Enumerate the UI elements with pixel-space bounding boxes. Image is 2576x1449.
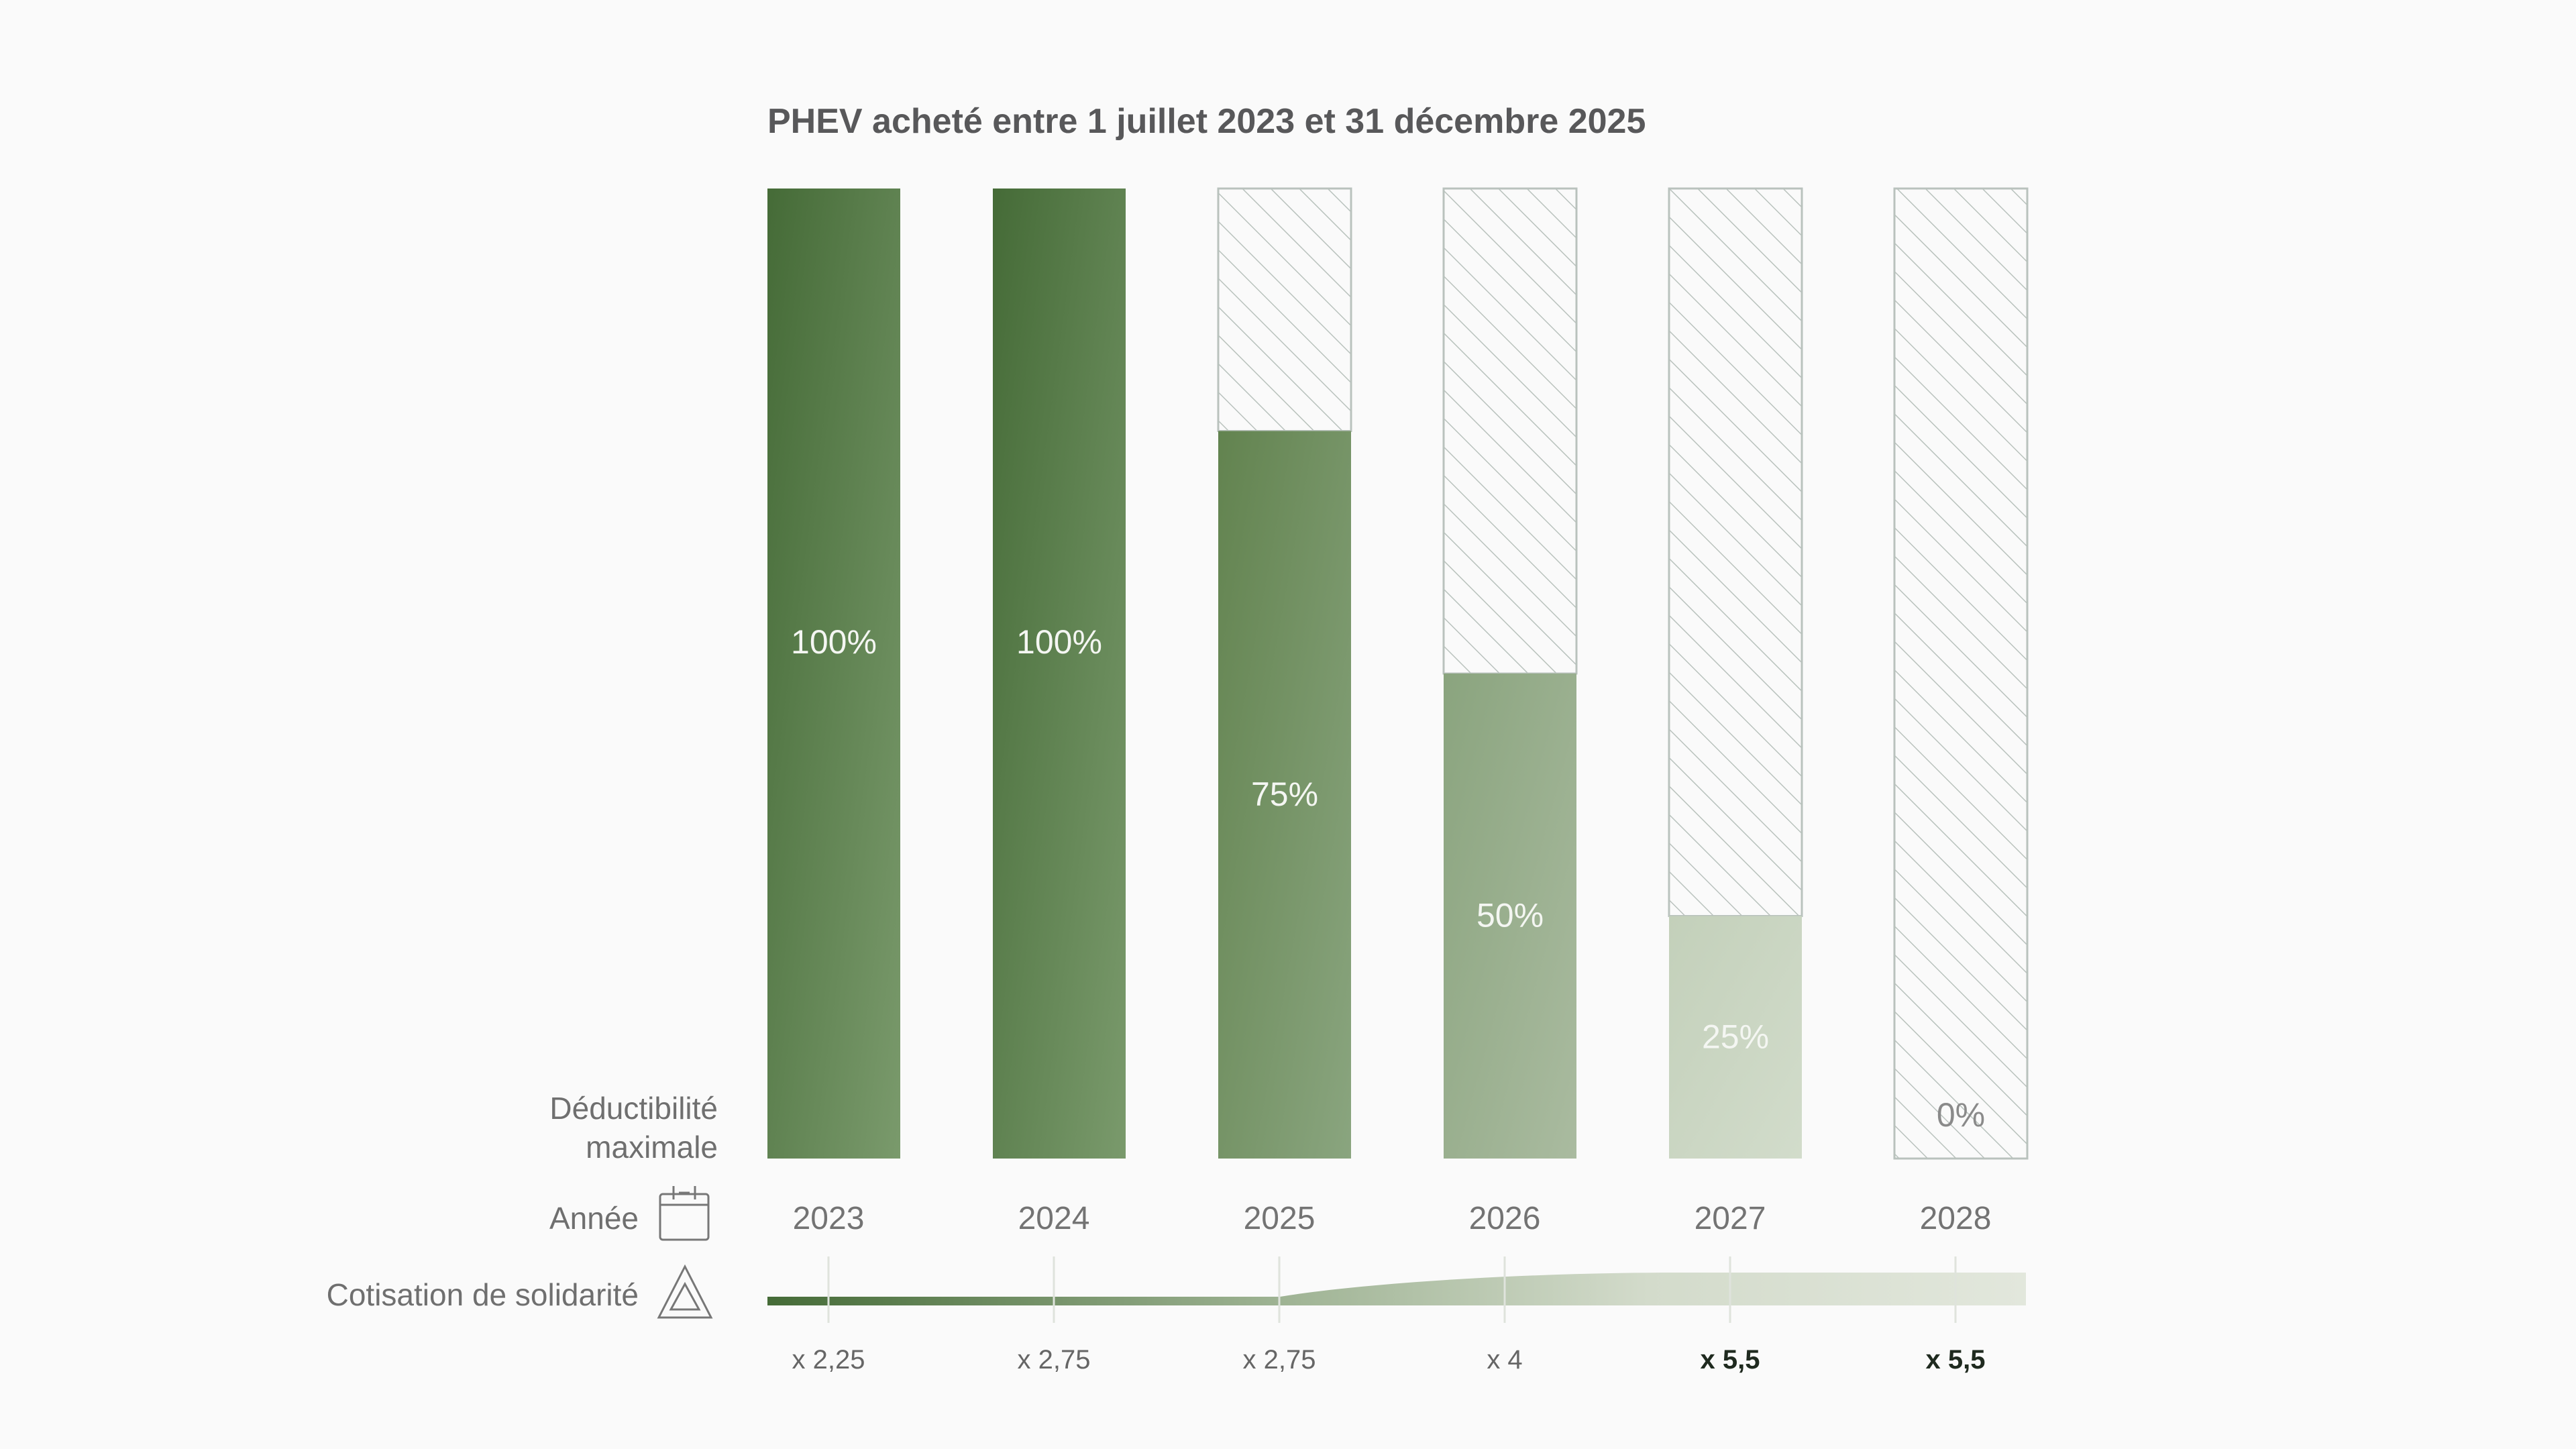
bar-remainder-2025 [1217,187,1352,432]
multiplier-label: x 2,25 [792,1345,865,1375]
bottom-labels: 2023 x 2,25 2024 x 2,75 2025 x 2,75 2026 x 4 202… [792,1201,1992,1375]
chart-title: PHEV acheté entre 1 juillet 2023 et 31 d… [767,102,1646,141]
year-label: 2028 [1920,1201,1992,1236]
bar-value-label: 100% [1016,623,1102,661]
bar-2026 [1444,674,1576,1159]
bar-remainder-2028 [1893,187,2029,1160]
solidarity-band [767,1273,2026,1305]
bar-value-label: 50% [1477,897,1544,934]
deductibility-label-line2: maximale [586,1130,718,1165]
bar-value-label: 75% [1251,775,1318,813]
bar-2027 [1669,916,1802,1159]
multiplier-label: x 5,5 [1926,1345,1986,1375]
bar-remainder-2027 [1668,187,1803,917]
year-label: 2026 [1469,1201,1541,1236]
year-row-label: Année [549,1201,639,1236]
bar-value-label: 25% [1702,1018,1769,1055]
bars: 100% 100% 75% 50% 25% 0% [767,187,2029,1160]
deductibility-label-line1: Déductibilité [549,1091,718,1126]
calendar-icon [659,1186,710,1241]
multiplier-label: x 2,75 [1018,1345,1091,1375]
bar-value-label: 0% [1937,1096,1985,1134]
bar-2024 [993,189,1126,1159]
bar-2025 [1218,431,1351,1159]
year-label: 2024 [1018,1201,1090,1236]
multiplier-label: x 5,5 [1701,1345,1760,1375]
bar-remainder-2026 [1442,187,1578,675]
year-label: 2025 [1244,1201,1316,1236]
year-label: 2027 [1695,1201,1766,1236]
year-ticks [827,1256,1957,1323]
year-label: 2023 [793,1201,865,1236]
multiplier-label: x 4 [1487,1345,1522,1375]
multiplier-label: x 2,75 [1243,1345,1316,1375]
bar-value-label: 100% [791,623,877,661]
bar-2023 [767,189,900,1159]
warning-triangle-icon [657,1264,713,1319]
solidarity-row-label: Cotisation de solidarité [327,1277,639,1312]
